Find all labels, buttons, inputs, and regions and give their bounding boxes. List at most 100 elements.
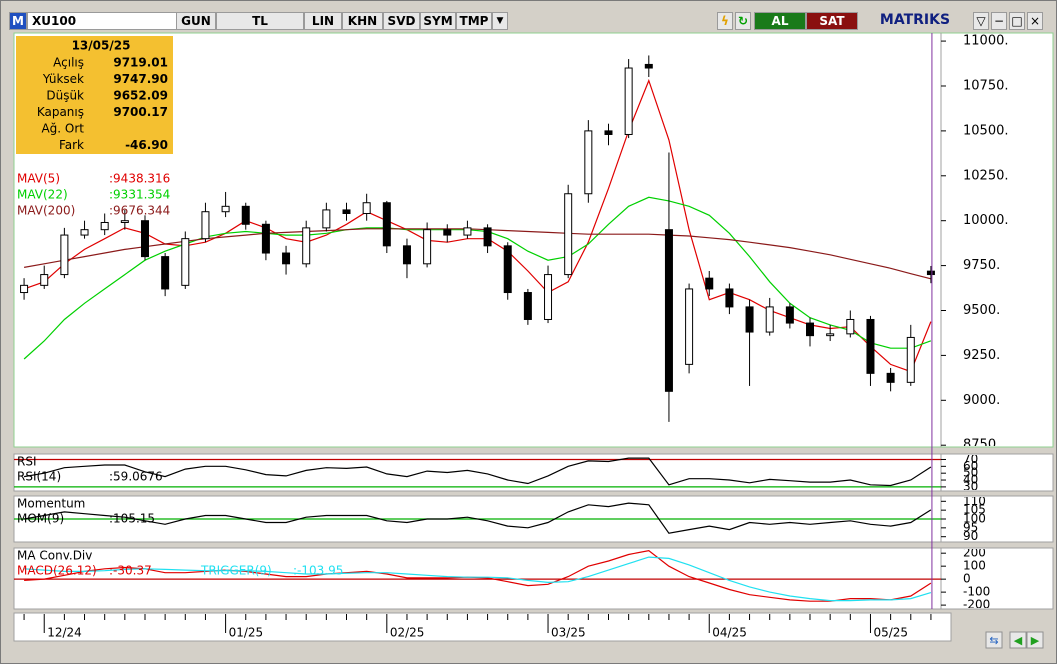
candle-body [866, 318, 875, 374]
info-label: Fark [59, 138, 84, 152]
candle-body [463, 227, 472, 236]
candle-body [362, 202, 371, 215]
nav-button[interactable] [1026, 631, 1044, 649]
info-value: 9747.90 [113, 72, 168, 86]
icon[interactable]: ↻ [735, 12, 751, 30]
y-tick-label: 10250. [963, 168, 1009, 183]
candle-body [503, 245, 512, 294]
y-tick-label: 40 [963, 473, 978, 487]
info-label: Açılış [53, 56, 84, 70]
nav-button[interactable] [985, 631, 1003, 649]
panel-title: RSI [17, 455, 37, 469]
legend-name: MAV(5) [17, 172, 60, 186]
plot-area [14, 549, 941, 602]
legend-value: :-30.37 [109, 564, 152, 578]
candle-body [261, 223, 270, 254]
candle-body [342, 209, 351, 215]
y-tick-label: 90 [963, 529, 978, 543]
y-tick-label: 200 [963, 546, 986, 560]
window-button[interactable]: − [991, 12, 1007, 30]
toolbar-button[interactable]: TL [216, 12, 304, 30]
moving-average-line [23, 228, 932, 280]
indicator-line [24, 556, 932, 602]
toolbar-button[interactable]: KHN [342, 12, 383, 30]
indicator-line [23, 457, 932, 487]
toolbar-button[interactable]: SYM [420, 12, 456, 30]
toolbar-button[interactable]: GUN [176, 12, 216, 30]
sell-button[interactable]: SAT [806, 12, 858, 30]
brand: MATRIKS [861, 12, 969, 28]
y-tick-label: 110 [963, 494, 986, 508]
info-label: Düşük [46, 89, 84, 103]
window-button[interactable]: ▽ [973, 12, 989, 30]
plot-area [14, 457, 941, 488]
candle-body [423, 229, 432, 265]
toolbar-button[interactable]: LIN [304, 12, 342, 30]
y-tick-label: 9750. [963, 258, 1000, 273]
nav-icon[interactable]: ⇆ [989, 634, 998, 647]
info-label: Yüksek [42, 72, 84, 86]
logo[interactable]: M [9, 12, 27, 30]
y-tick-label: 8750. [963, 438, 1000, 453]
candle-body [120, 220, 129, 223]
dropdown[interactable]: ▼ [492, 12, 508, 30]
candle-body [302, 227, 311, 265]
candle-body [725, 288, 734, 308]
x-tick-label: 04/25 [712, 626, 747, 640]
info-background [16, 36, 173, 154]
candle-body [80, 229, 89, 236]
candle-body [584, 130, 593, 195]
nav-button[interactable] [1009, 631, 1027, 649]
y-tick-label: 9500. [963, 303, 1000, 318]
y-tick-label: 100 [963, 559, 986, 573]
x-tick-label: 12/24 [47, 626, 82, 640]
candle-body [443, 229, 452, 236]
info-value: -46.90 [125, 138, 168, 152]
candle-body [161, 256, 170, 290]
candle-body [402, 245, 411, 265]
legend-name: MAV(22) [17, 188, 68, 202]
x-axis [13, 612, 952, 642]
indicator-line [23, 502, 932, 534]
info-label: Kapanış [37, 105, 84, 119]
candle-body [826, 333, 835, 337]
candle-body [201, 211, 210, 240]
y-tick-label: 30 [963, 479, 978, 493]
toolbar: M XU100 GUN TL LIN KHN SVD SYM TMP ▼ ϟ ↻ AL SAT MATRIK… [9, 11, 1049, 31]
info-value: 9719.01 [113, 56, 168, 70]
info-value: 9652.09 [113, 89, 168, 103]
icon[interactable]: ϟ [717, 12, 733, 30]
candle-body [886, 372, 895, 383]
y-tick-label: 95 [963, 520, 978, 534]
legend-name: MAV(200) [17, 204, 75, 218]
x-tick-label: 01/25 [229, 626, 264, 640]
x-tick-label: 02/25 [390, 626, 425, 640]
plot-area [14, 502, 941, 534]
candle-body [523, 292, 532, 320]
panel-title: Momentum [17, 497, 85, 511]
legend-name: MOM(9) [17, 512, 64, 526]
candle-body [806, 322, 815, 337]
candle-body [544, 274, 553, 320]
buy-button[interactable]: AL [754, 12, 806, 30]
candle-body [785, 306, 794, 324]
candle-body [705, 277, 714, 290]
window-button[interactable]: × [1027, 12, 1043, 30]
info-value: 9700.17 [113, 105, 168, 119]
candle-body [322, 209, 331, 229]
nav-icon[interactable]: ▶ [1031, 634, 1040, 647]
moving-average-line [23, 196, 932, 360]
y-tick-label: -200 [963, 598, 990, 612]
candle-body [181, 238, 190, 286]
candle-body [282, 252, 291, 265]
candle-body [906, 336, 915, 383]
candle-body [20, 284, 29, 294]
window-button[interactable]: □ [1009, 12, 1025, 30]
toolbar-button[interactable]: SVD [383, 12, 420, 30]
toolbar-button[interactable]: TMP [456, 12, 492, 30]
nav-icon[interactable]: ◀ [1014, 634, 1023, 647]
